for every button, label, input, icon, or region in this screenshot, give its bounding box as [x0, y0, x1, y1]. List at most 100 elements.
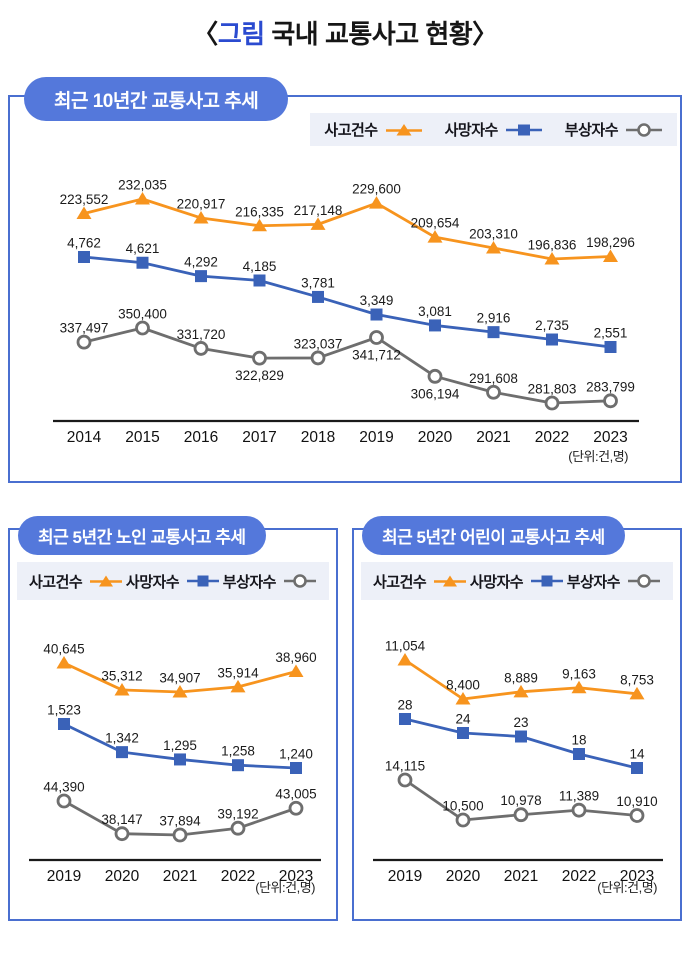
svg-text:283,799: 283,799 [586, 379, 635, 394]
svg-text:2015: 2015 [125, 429, 159, 446]
svg-text:2014: 2014 [67, 429, 102, 446]
legend-label-accidents: 사고건수 [29, 573, 83, 591]
legend-label-injuries: 부상자수 [566, 573, 621, 591]
svg-text:2020: 2020 [418, 429, 453, 446]
svg-text:40,645: 40,645 [43, 642, 84, 657]
svg-text:322,829: 322,829 [235, 368, 284, 383]
svg-text:2,916: 2,916 [477, 311, 511, 326]
legend-label-injuries: 부상자수 [564, 122, 619, 139]
svg-text:24: 24 [455, 712, 471, 727]
page-title-bracket-open: 〈 [192, 19, 218, 49]
page-title-rest: 국내 교통사고 현황〉 [264, 19, 498, 49]
panel-title-pill-children: 최근 5년간 어린이 교통사고 추세 [362, 516, 625, 555]
legend-item-deaths: 사망자수 [126, 571, 220, 592]
svg-text:203,310: 203,310 [469, 226, 518, 241]
legend-item-injuries: 부상자수 [223, 571, 317, 592]
legend-item-accidents: 사고건수 [324, 119, 422, 140]
chart-panel-elderly: 최근 5년간 노인 교통사고 추세 사고건수 사망자수 부상자수 2019 202… [8, 516, 338, 921]
svg-text:10,910: 10,910 [616, 794, 657, 809]
legend-item-injuries: 부상자수 [567, 571, 661, 592]
legend-national: 사고건수 사망자수 부상자수 [310, 113, 677, 146]
svg-text:2019: 2019 [388, 868, 422, 885]
svg-text:3,349: 3,349 [360, 293, 394, 308]
svg-text:3,781: 3,781 [301, 275, 335, 290]
svg-text:291,608: 291,608 [469, 371, 518, 386]
svg-text:216,335: 216,335 [235, 204, 284, 219]
svg-text:2019: 2019 [359, 429, 393, 446]
svg-text:43,005: 43,005 [275, 787, 316, 802]
line-chart-children: 2019 2020 2021 2022 2023(단위:건,명) 11,054 8,400 8… [373, 639, 663, 895]
svg-text:10,500: 10,500 [442, 799, 483, 814]
svg-text:2,551: 2,551 [594, 326, 628, 341]
legend-label-deaths: 사망자수 [125, 573, 180, 591]
svg-text:37,894: 37,894 [159, 814, 201, 829]
svg-text:341,712: 341,712 [352, 347, 401, 362]
legend-label-injuries: 부상자수 [222, 573, 277, 591]
svg-text:198,296: 198,296 [586, 235, 635, 250]
svg-text:28: 28 [397, 698, 412, 713]
svg-text:2020: 2020 [446, 868, 481, 885]
svg-text:4,621: 4,621 [126, 241, 160, 256]
svg-text:9,163: 9,163 [562, 666, 596, 681]
svg-text:38,147: 38,147 [101, 812, 142, 827]
svg-text:220,917: 220,917 [177, 196, 226, 211]
svg-text:3,081: 3,081 [418, 304, 452, 319]
panel-title-pill-national: 최근 10년간 교통사고 추세 [24, 77, 289, 121]
svg-text:23: 23 [513, 715, 528, 730]
svg-text:(단위:건,명): (단위:건,명) [255, 880, 315, 895]
svg-text:18: 18 [571, 733, 586, 748]
svg-text:2020: 2020 [105, 868, 140, 885]
svg-text:1,240: 1,240 [279, 747, 313, 762]
svg-text:34,907: 34,907 [159, 671, 200, 686]
legend-item-deaths: 사망자수 [445, 119, 543, 140]
svg-text:1,523: 1,523 [47, 703, 81, 718]
svg-text:196,836: 196,836 [528, 238, 577, 253]
panel-title-children: 최근 5년간 어린이 교통사고 추세 [382, 528, 605, 547]
square-marker-icon [531, 575, 564, 587]
svg-text:2016: 2016 [184, 429, 218, 446]
svg-text:2019: 2019 [47, 868, 81, 885]
legend-label-accidents: 사고건수 [324, 122, 378, 139]
svg-text:39,192: 39,192 [217, 807, 258, 822]
svg-text:306,194: 306,194 [411, 386, 460, 401]
svg-text:35,312: 35,312 [101, 668, 142, 683]
svg-text:14: 14 [629, 747, 645, 762]
svg-text:232,035: 232,035 [118, 178, 167, 193]
svg-text:4,185: 4,185 [243, 259, 277, 274]
svg-text:2022: 2022 [562, 868, 596, 885]
svg-text:2,735: 2,735 [535, 318, 569, 333]
legend-elderly: 사고건수 사망자수 부상자수 [17, 562, 329, 600]
panel-title-pill-elderly: 최근 5년간 노인 교통사고 추세 [18, 516, 266, 555]
square-marker-icon [505, 124, 542, 135]
page-title: 〈그림 국내 교통사고 현황〉 [0, 14, 690, 51]
svg-text:281,803: 281,803 [528, 382, 577, 397]
svg-text:2023: 2023 [593, 429, 627, 446]
svg-text:2018: 2018 [301, 429, 335, 446]
legend-label-accidents: 사고건수 [373, 573, 427, 591]
svg-text:2022: 2022 [221, 868, 255, 885]
svg-text:4,762: 4,762 [67, 236, 101, 251]
circle-marker-icon [283, 574, 316, 588]
svg-text:14,115: 14,115 [385, 759, 425, 774]
svg-text:2017: 2017 [242, 429, 276, 446]
triangle-marker-icon [90, 575, 123, 587]
svg-text:209,654: 209,654 [411, 216, 460, 231]
svg-text:8,400: 8,400 [446, 678, 480, 693]
svg-text:(단위:건,명): (단위:건,명) [597, 880, 657, 895]
legend-label-deaths: 사망자수 [469, 573, 524, 591]
svg-text:323,037: 323,037 [294, 336, 343, 351]
legend-item-accidents: 사고건수 [29, 571, 123, 592]
svg-text:2021: 2021 [504, 868, 538, 885]
svg-text:11,054: 11,054 [385, 639, 426, 654]
svg-text:331,720: 331,720 [177, 327, 226, 342]
svg-text:350,400: 350,400 [118, 307, 167, 322]
triangle-marker-icon [434, 575, 467, 587]
circle-marker-icon [626, 122, 662, 137]
svg-text:11,389: 11,389 [559, 789, 599, 804]
line-chart-elderly: 2019 2020 2021 2022 2023(단위:건,명) 40,645 35,312… [29, 642, 321, 895]
svg-text:38,960: 38,960 [275, 650, 316, 665]
svg-text:223,552: 223,552 [60, 192, 109, 207]
svg-text:1,258: 1,258 [221, 744, 255, 759]
circle-marker-icon [627, 574, 660, 588]
